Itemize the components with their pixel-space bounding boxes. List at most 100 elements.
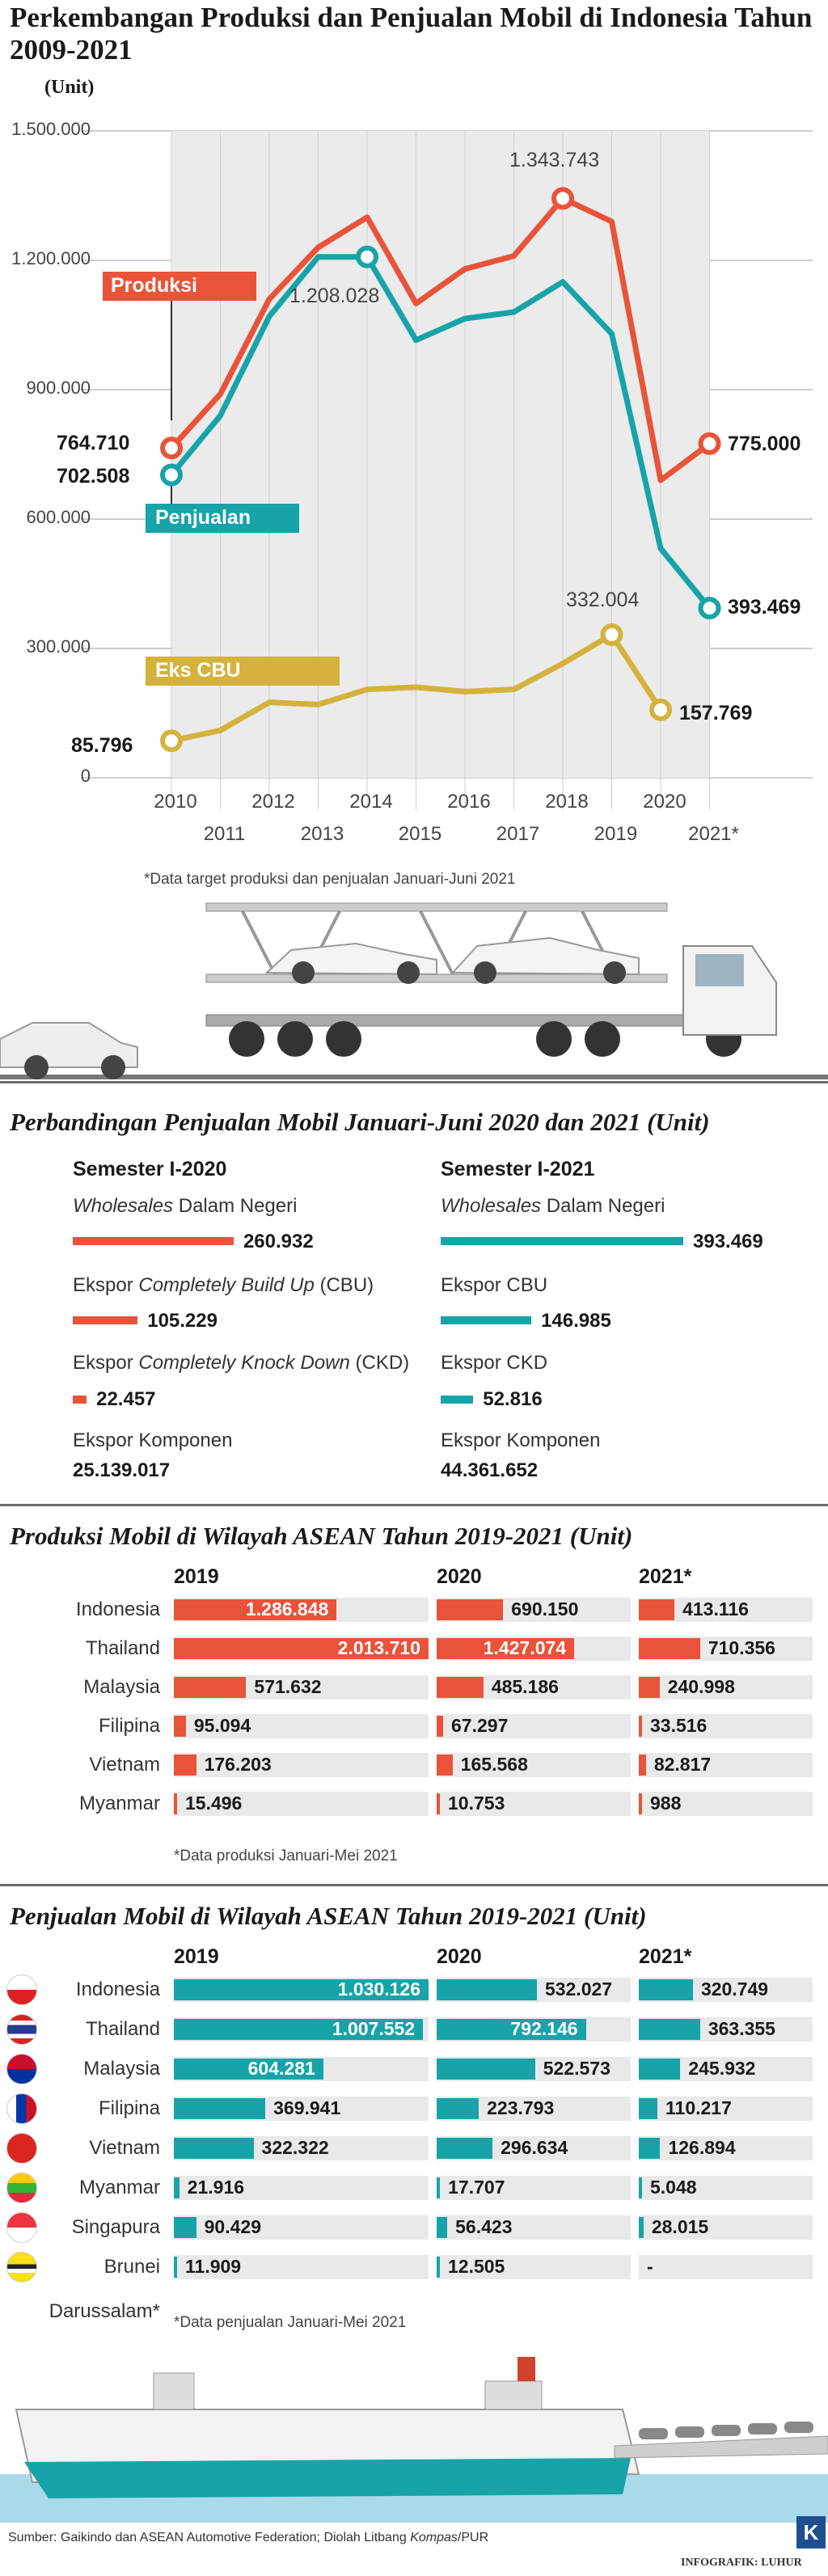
value-produksi-2010: 764.710 [57, 432, 130, 454]
label-komponen-2021: Ekspor Komponen [441, 1429, 601, 1451]
bar-value-label: 710.356 [708, 1637, 775, 1658]
flag-icon [6, 2014, 37, 2045]
bar-cbu-2021 [441, 1316, 532, 1324]
data-point-marker [160, 437, 183, 460]
bar-ckd-2020 [73, 1396, 87, 1404]
row-background [174, 1714, 429, 1738]
row-background [174, 1792, 429, 1816]
bar-cbu-2020 [73, 1316, 138, 1324]
row-background [174, 1753, 429, 1777]
data-bar [174, 1638, 429, 1659]
label-ckd-2020: Ekspor Completely Knock Down (CKD) [73, 1352, 410, 1374]
flag-icon [6, 2093, 37, 2124]
bar-value-label: 110.217 [665, 2097, 732, 2118]
y-axis-unit: (Unit) [44, 77, 95, 98]
bar-value-label: 67.297 [451, 1715, 509, 1736]
data-bar [639, 1979, 693, 2000]
data-bar [437, 2019, 586, 2040]
row-background [639, 2097, 813, 2121]
value-produksi-peak: 1.343.743 [509, 149, 600, 171]
country-name: Filipina [98, 1715, 160, 1737]
value-ckd-2021: 52.816 [483, 1388, 543, 1410]
label-wholesales-2020: Wholesales Dalam Negeri [73, 1195, 298, 1217]
data-bar [639, 2217, 644, 2238]
series-line-eks-cbu [171, 631, 663, 744]
bar-value-label: 296.634 [501, 2137, 568, 2158]
bar-value-label: 320.749 [700, 1978, 769, 2000]
data-bar [639, 2059, 681, 2080]
data-point-marker [356, 245, 378, 268]
bar-value-label: 369.941 [273, 2097, 341, 2118]
x-tick-label: 2015 [398, 823, 442, 845]
data-bar [437, 1716, 444, 1737]
column-header: 2020 [437, 1945, 482, 1968]
bar-wholesales-2021 [441, 1237, 683, 1245]
country-name: Indonesia [75, 1978, 160, 2000]
y-tick-label: 1.200.000 [11, 248, 91, 268]
line-chart-note: *Data target produksi dan penjualan Janu… [144, 871, 516, 888]
bar-value-label: 571.632 [254, 1676, 322, 1697]
data-point-marker [160, 463, 183, 487]
row-background [639, 1753, 813, 1777]
chart-series-lines [169, 195, 712, 744]
data-point-marker [551, 187, 574, 210]
data-bar [639, 2019, 700, 2040]
value-komponen-2020: 25.139.017 [73, 1459, 171, 1481]
brunei-name-line2: Darussalam* [49, 2300, 160, 2322]
bar-value-label: 413.116 [682, 1598, 749, 1620]
divider-3 [0, 1884, 828, 1886]
data-bar [437, 1677, 484, 1698]
bar-value-label: 792.146 [510, 2018, 578, 2039]
data-point-marker [698, 597, 721, 620]
bar-wholesales-2020 [73, 1237, 234, 1245]
flag-icon [6, 2212, 37, 2243]
row-background [639, 2255, 813, 2279]
row-background [639, 1714, 813, 1738]
data-bar [639, 1716, 642, 1737]
header-semester-2021: Semester I-2021 [441, 1158, 595, 1180]
x-tick-label: 2020 [643, 791, 686, 813]
data-bar [639, 2138, 661, 2159]
bar-value-label: 5.048 [650, 2177, 697, 2198]
x-tick-label: 2012 [251, 791, 295, 813]
row-background [437, 2215, 631, 2240]
car-carrier-truck-illustration [0, 902, 828, 1079]
value-wholesales-2021: 393.469 [693, 1231, 763, 1252]
chart-markers [160, 187, 721, 753]
bar-value-label: 95.094 [193, 1715, 251, 1736]
bar-value-label: 690.150 [511, 1598, 579, 1620]
data-bar [174, 2098, 266, 2119]
flag-icon [6, 2173, 37, 2203]
data-bar [437, 2138, 493, 2159]
bar-value-label: 2.013.710 [337, 1637, 420, 1658]
row-background [437, 1792, 631, 1816]
data-bar [639, 1599, 675, 1620]
bar-value-label: 532.027 [544, 1978, 613, 2000]
data-bar [174, 1793, 177, 1814]
bar-value-label: 1.286.848 [245, 1598, 329, 1620]
data-bar [437, 1793, 440, 1814]
data-bar [639, 2098, 657, 2119]
row-background [639, 1675, 813, 1700]
value-penjualan-peak: 1.208.028 [289, 285, 380, 307]
x-tick-label: 2014 [349, 791, 393, 813]
header-semester-2020: Semester I-2020 [73, 1158, 227, 1180]
bar-value-label: 522.573 [543, 2058, 610, 2079]
value-wholesales-2020: 260.932 [243, 1231, 314, 1252]
row-background [639, 2176, 813, 2200]
x-tick-label: 2021* [688, 823, 739, 845]
chart-year-bands [171, 131, 710, 810]
x-tick-label: 2018 [545, 791, 589, 813]
bar-value-label: 28.015 [651, 2216, 709, 2237]
value-komponen-2021: 44.361.652 [441, 1459, 539, 1481]
bar-value-label: 10.753 [448, 1793, 505, 1814]
flag-icon [6, 2133, 37, 2164]
country-name: Myanmar [78, 2177, 160, 2198]
label-penjualan: Penjualan [146, 504, 299, 533]
series-line-penjualan [169, 254, 712, 610]
row-background [174, 2255, 429, 2279]
x-tick-label: 2010 [154, 791, 197, 813]
value-ekscbu-2021: 157.769 [679, 702, 753, 724]
bar-value-label: 12.505 [448, 2256, 505, 2277]
x-tick-label: 2016 [447, 791, 491, 813]
